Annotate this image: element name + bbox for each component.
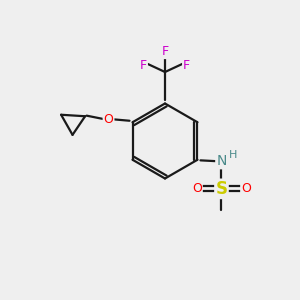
Text: O: O [241, 182, 251, 195]
Text: S: S [215, 180, 227, 198]
Text: F: F [140, 59, 147, 72]
Text: H: H [229, 150, 237, 160]
Text: O: O [103, 113, 113, 126]
Text: F: F [183, 59, 190, 72]
Text: F: F [161, 45, 169, 58]
Text: N: N [216, 154, 227, 168]
Text: O: O [192, 182, 202, 195]
